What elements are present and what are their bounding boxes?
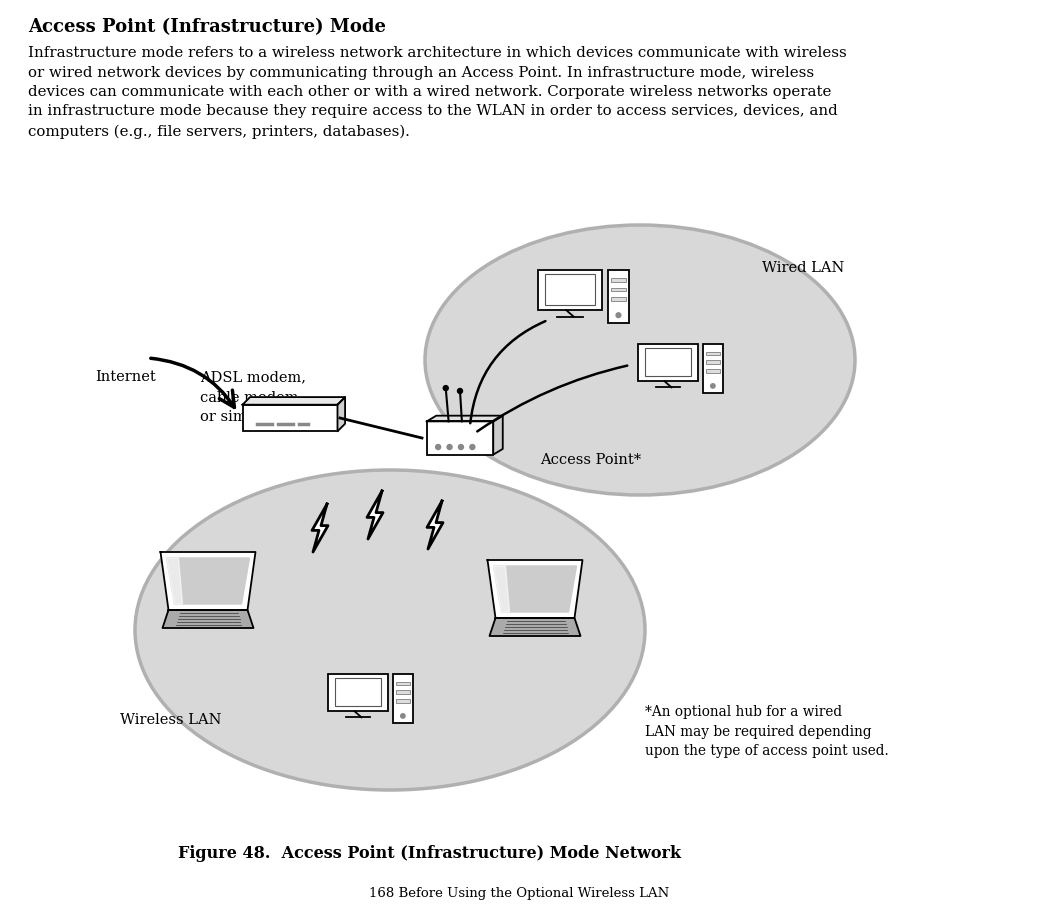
FancyBboxPatch shape <box>644 348 691 376</box>
Bar <box>396 699 410 703</box>
Polygon shape <box>494 566 509 612</box>
Polygon shape <box>338 397 345 431</box>
Bar <box>396 691 410 694</box>
Bar <box>705 351 720 355</box>
Polygon shape <box>312 504 328 552</box>
Circle shape <box>470 444 475 450</box>
Text: ADSL modem,
cable modem,
or similar: ADSL modem, cable modem, or similar <box>199 370 307 424</box>
Polygon shape <box>494 566 577 612</box>
Polygon shape <box>162 610 254 628</box>
Bar <box>242 405 338 431</box>
Circle shape <box>401 714 405 718</box>
FancyBboxPatch shape <box>703 345 722 393</box>
Circle shape <box>458 444 463 450</box>
Bar <box>611 278 627 282</box>
Text: Access Point*: Access Point* <box>540 453 641 467</box>
Circle shape <box>444 385 448 391</box>
Text: 168 Before Using the Optional Wireless LAN: 168 Before Using the Optional Wireless L… <box>369 887 669 900</box>
FancyBboxPatch shape <box>638 345 698 381</box>
Bar <box>427 421 494 455</box>
FancyBboxPatch shape <box>538 270 603 310</box>
Ellipse shape <box>425 225 855 495</box>
FancyBboxPatch shape <box>335 678 381 706</box>
Ellipse shape <box>135 470 645 790</box>
FancyBboxPatch shape <box>608 270 629 323</box>
Text: Figure 48.  Access Point (Infrastructure) Mode Network: Figure 48. Access Point (Infrastructure)… <box>179 845 682 862</box>
Bar <box>396 681 410 685</box>
Bar <box>611 288 627 291</box>
Bar <box>705 361 720 364</box>
Polygon shape <box>367 491 383 539</box>
Bar <box>611 297 627 301</box>
Polygon shape <box>242 397 345 405</box>
Circle shape <box>457 388 462 394</box>
Text: Internet: Internet <box>95 370 156 384</box>
Polygon shape <box>160 552 256 610</box>
Text: Wired LAN: Wired LAN <box>762 261 845 275</box>
FancyBboxPatch shape <box>393 675 412 723</box>
Text: *An optional hub for a wired
LAN may be required depending
upon the type of acce: *An optional hub for a wired LAN may be … <box>645 705 888 758</box>
Polygon shape <box>166 558 249 604</box>
Polygon shape <box>487 560 583 618</box>
Text: Wireless LAN: Wireless LAN <box>119 713 221 727</box>
Polygon shape <box>427 416 503 421</box>
Polygon shape <box>427 501 443 549</box>
Circle shape <box>447 444 452 450</box>
Circle shape <box>435 444 441 450</box>
Text: Infrastructure mode refers to a wireless network architecture in which devices c: Infrastructure mode refers to a wireless… <box>28 46 847 138</box>
Circle shape <box>711 384 715 388</box>
Polygon shape <box>489 618 581 636</box>
FancyBboxPatch shape <box>328 675 388 711</box>
Bar <box>705 369 720 372</box>
Polygon shape <box>494 416 503 455</box>
FancyBboxPatch shape <box>544 275 595 304</box>
Text: Access Point (Infrastructure) Mode: Access Point (Infrastructure) Mode <box>28 18 387 36</box>
Polygon shape <box>166 558 183 604</box>
Circle shape <box>616 313 621 317</box>
